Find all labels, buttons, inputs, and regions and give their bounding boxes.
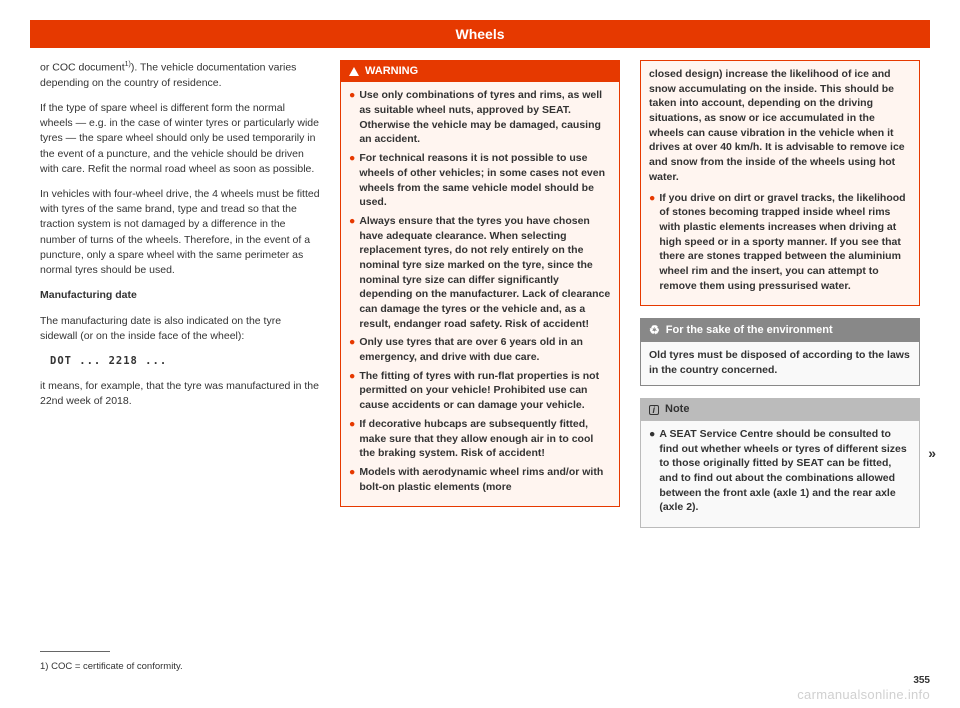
body-text: or COC document1)). The vehicle document… [40,60,320,91]
bullet-icon: ● [349,151,355,210]
bullet-icon: ● [349,214,355,332]
note-title: Note [641,399,919,420]
page-title-bar: Wheels [30,20,930,48]
warning-item: ●For technical reasons it is not possibl… [349,151,611,210]
column-3: closed design) increase the likelihood o… [640,60,920,648]
dot-code: DOT ... 2218 ... [50,354,320,369]
warning-item: ●If you drive on dirt or gravel tracks, … [649,191,911,294]
body-text: In vehicles with four-wheel drive, the 4… [40,187,320,278]
note-item: ●A SEAT Service Centre should be consult… [649,427,911,515]
column-1: or COC document1)). The vehicle document… [40,60,320,648]
environment-title-text: For the sake of the environment [666,323,833,338]
footnote-rule [40,651,110,652]
environment-body: Old tyres must be disposed of according … [649,348,911,377]
warning-item: ●The fitting of tyres with run-flat prop… [349,369,611,413]
page-title: Wheels [455,26,504,42]
warning-title-text: WARNING [365,64,418,79]
environment-title: ♻ For the sake of the environment [641,319,919,342]
body-text: The manufacturing date is also indicated… [40,314,320,344]
bullet-icon: ● [649,191,655,294]
recycle-icon: ♻ [649,322,660,339]
footnote: 1) COC = certificate of conformity. [40,661,183,672]
content-columns: or COC document1)). The vehicle document… [40,60,920,648]
column-2: WARNING ●Use only combinations of tyres … [340,60,620,648]
warning-item: ●Only use tyres that are over 6 years ol… [349,335,611,364]
page-number: 355 [913,675,930,686]
info-icon [649,405,659,415]
warning-item: ●Always ensure that the tyres you have c… [349,214,611,332]
note-box: Note ●A SEAT Service Centre should be co… [640,398,920,528]
bullet-icon: ● [349,335,355,364]
bullet-icon: ● [649,427,655,515]
continuation-mark: » [928,445,936,461]
warning-box-continued: closed design) increase the likelihood o… [640,60,920,306]
subheading: Manufacturing date [40,288,320,303]
bullet-icon: ● [349,465,355,494]
environment-box: ♻ For the sake of the environment Old ty… [640,318,920,386]
warning-item: ●Use only combinations of tyres and rims… [349,88,611,147]
warning-cont-text: closed design) increase the likelihood o… [649,67,911,185]
watermark: carmanualsonline.info [797,687,930,702]
bullet-icon: ● [349,417,355,461]
bullet-icon: ● [349,88,355,147]
warning-title: WARNING [341,61,619,82]
warning-item: ●Models with aerodynamic wheel rims and/… [349,465,611,494]
manual-page: Wheels or COC document1)). The vehicle d… [0,0,960,708]
bullet-icon: ● [349,369,355,413]
warning-item: ●If decorative hubcaps are subsequently … [349,417,611,461]
body-text: If the type of spare wheel is different … [40,101,320,177]
body-text: it means, for example, that the tyre was… [40,379,320,409]
note-title-text: Note [665,402,689,417]
warning-box: WARNING ●Use only combinations of tyres … [340,60,620,507]
warning-triangle-icon [349,67,359,76]
